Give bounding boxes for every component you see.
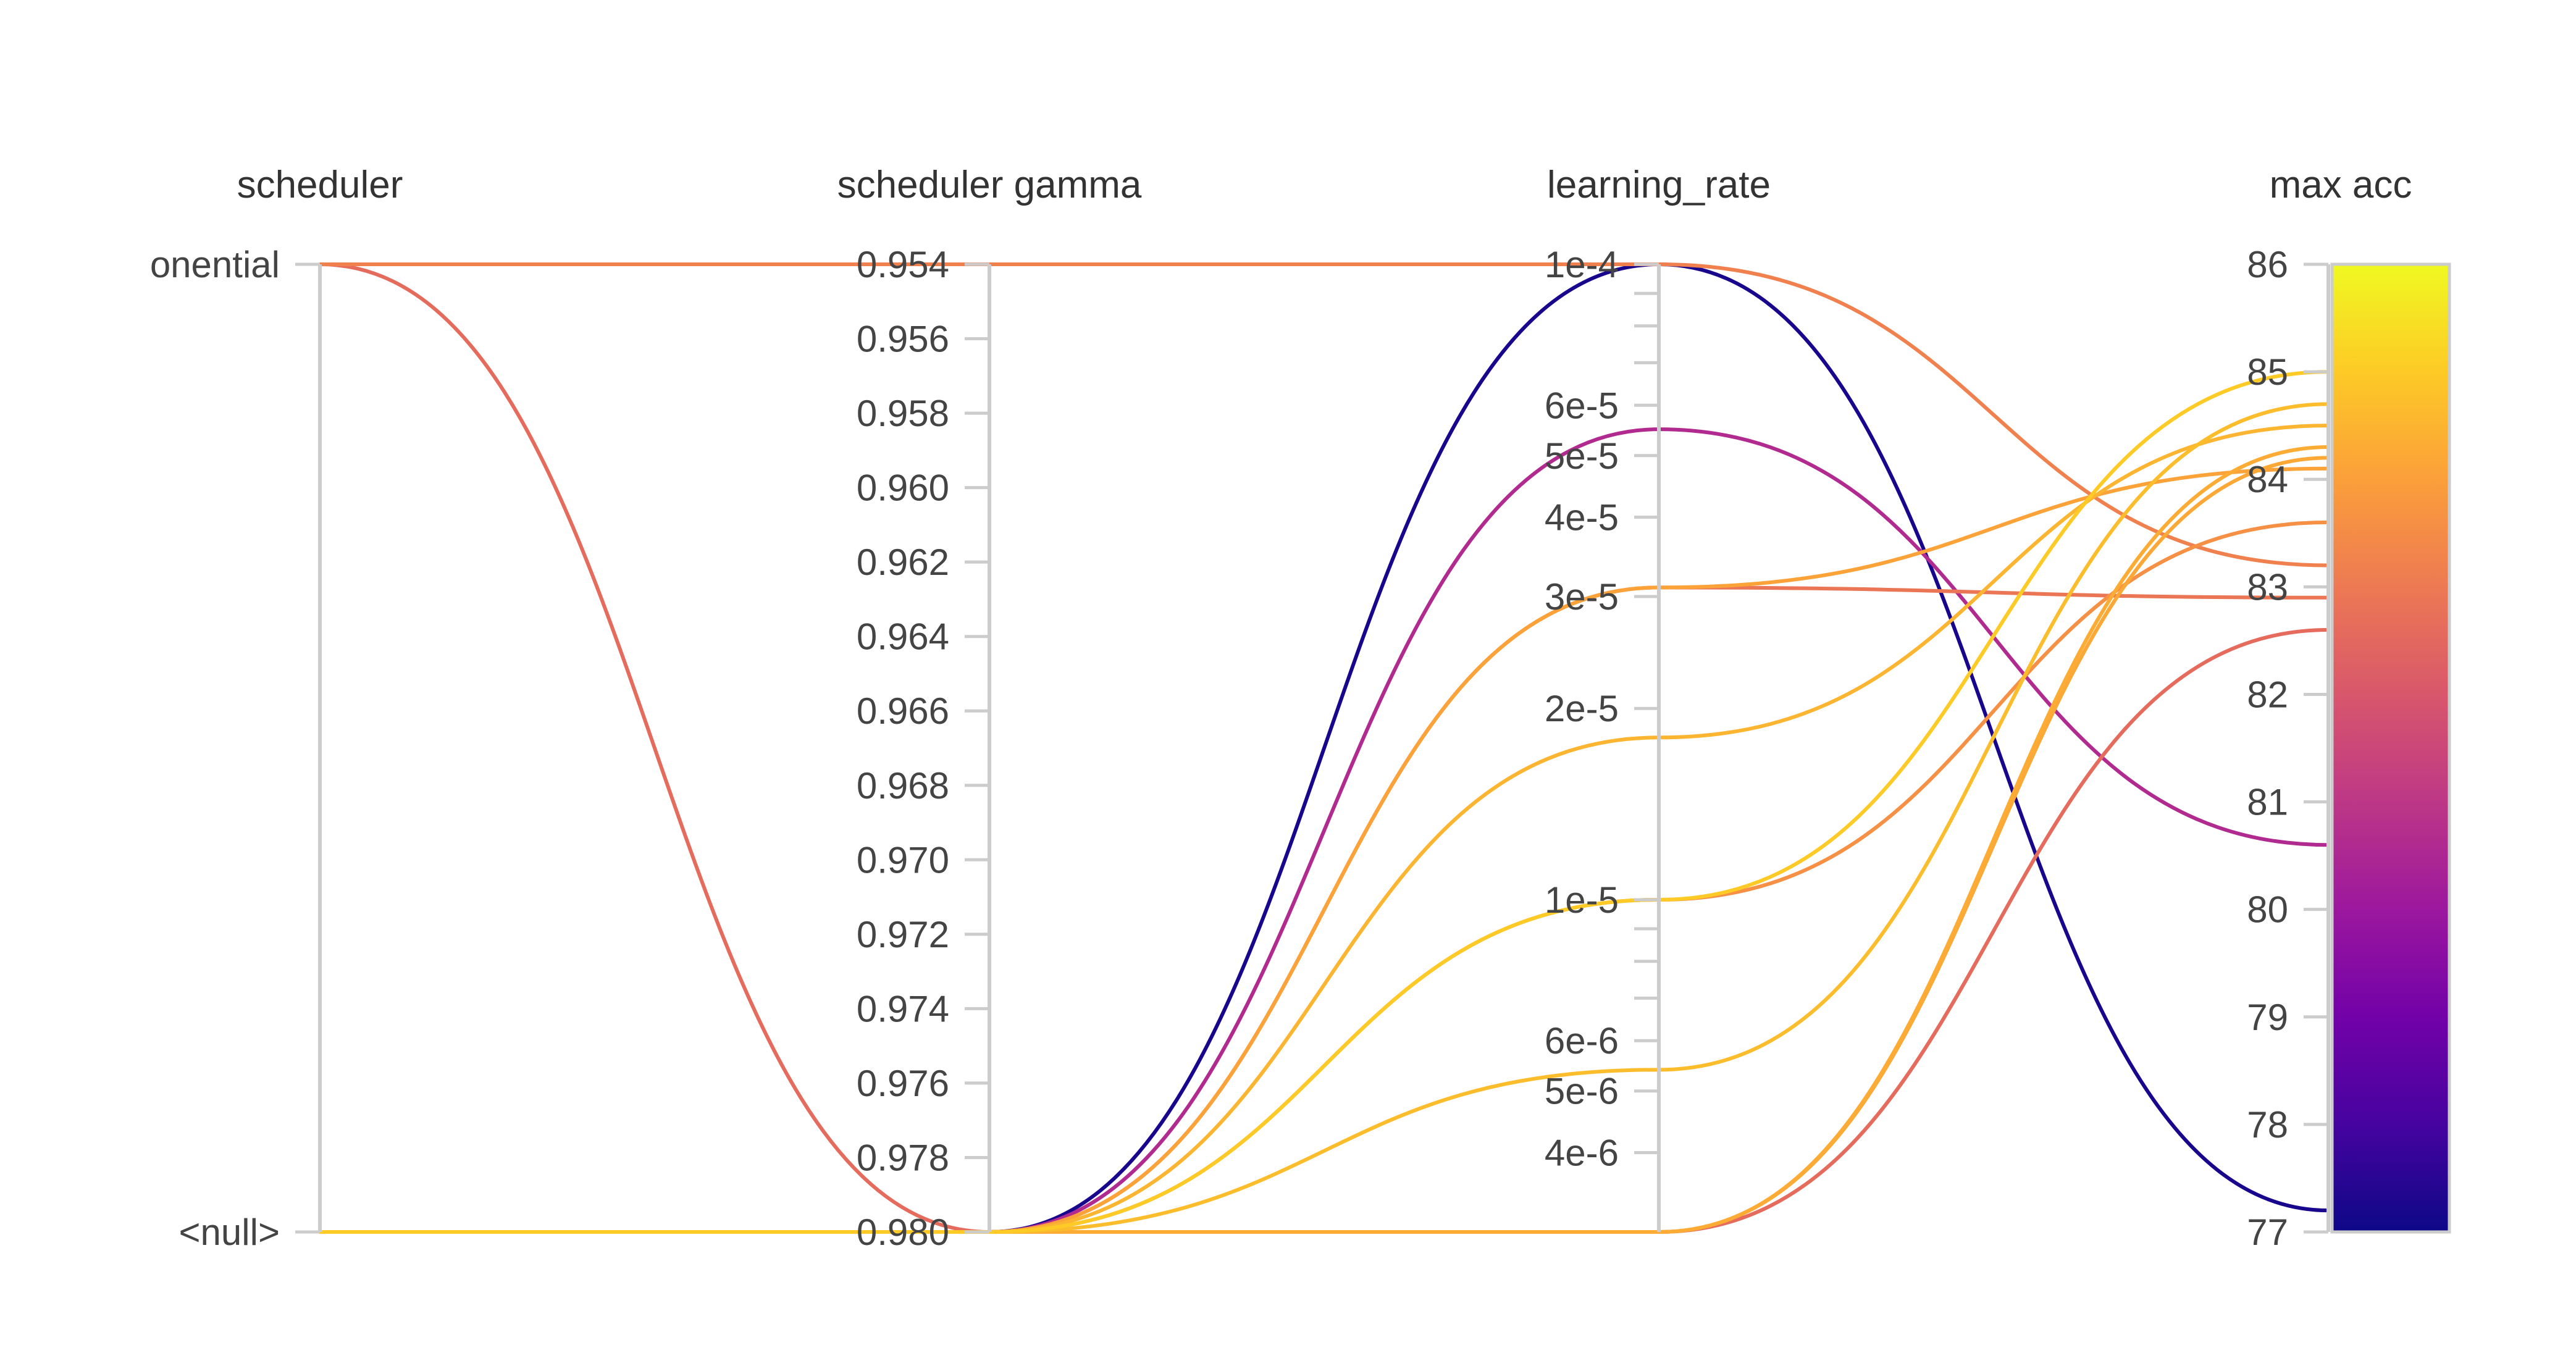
tick-label: 0.970 [857,839,949,881]
tick-label: 0.980 [857,1212,949,1253]
tick-label: 82 [2247,674,2288,715]
run-line [318,520,2330,1234]
axis-title: learning_rate [1547,164,1771,206]
run-line [318,402,2330,1234]
run-line [318,456,2330,1234]
tick-label: 86 [2247,244,2288,285]
tick-label: 4e-6 [1545,1132,1619,1173]
run-line [318,445,2330,1234]
tick-label: 5e-5 [1545,435,1619,477]
axis-acc: max acc 86 85 84 83 82 81 80 79 78 77 [2247,164,2451,1253]
tick-label: <null> [179,1212,280,1253]
tick-label: 78 [2247,1104,2288,1146]
tick-label: 0.966 [857,690,949,732]
tick-label: onential [150,244,280,285]
axes: scheduler <null> onential scheduler gamma 0.… [150,164,2451,1253]
run-lines [318,262,2330,1234]
tick-label: 0.962 [857,542,949,583]
tick-label: 0.960 [857,467,949,509]
tick-label: 81 [2247,782,2288,823]
tick-label: 1e-5 [1545,879,1619,921]
tick-label: 6e-6 [1545,1020,1619,1062]
tick-label: 0.968 [857,765,949,806]
run-line [318,370,2330,1234]
tick-label: 79 [2247,997,2288,1038]
axis-lr: learning_rate 1e-4 6e-5 5e-5 4e-5 3e-5 2e-5 1e-… [1545,164,1771,1232]
tick-label: 0.972 [857,914,949,955]
tick-label: 85 [2247,351,2288,393]
tick-label: 0.958 [857,393,949,434]
tick-label: 83 [2247,566,2288,608]
axis-title: scheduler [237,164,403,206]
axis-title: max acc [2270,164,2412,206]
tick-label: 0.974 [857,988,949,1029]
tick-label: 2e-5 [1545,688,1619,729]
tick-label: 6e-5 [1545,385,1619,426]
axis-title: scheduler gamma [837,164,1142,206]
tick-label: 0.964 [857,616,949,658]
axis-scheduler: scheduler <null> onential [150,164,403,1253]
tick-label: 0.976 [857,1063,949,1104]
tick-label: 0.956 [857,319,949,360]
tick-label: 80 [2247,889,2288,931]
tick-label: 3e-5 [1545,576,1619,618]
axis-gamma: scheduler gamma 0.954 0.956 0.958 0.960 0.962… [837,164,1142,1253]
tick-label: 5e-6 [1545,1071,1619,1112]
tick-label: 77 [2247,1212,2288,1253]
tick-label: 0.954 [857,244,949,285]
tick-label: 0.978 [857,1137,949,1178]
run-line [318,262,2330,568]
tick-label: 84 [2247,459,2288,500]
run-line [318,262,2330,1234]
color-bar [2330,262,2451,1234]
tick-label: 1e-4 [1545,244,1619,285]
tick-label: 4e-5 [1545,496,1619,538]
